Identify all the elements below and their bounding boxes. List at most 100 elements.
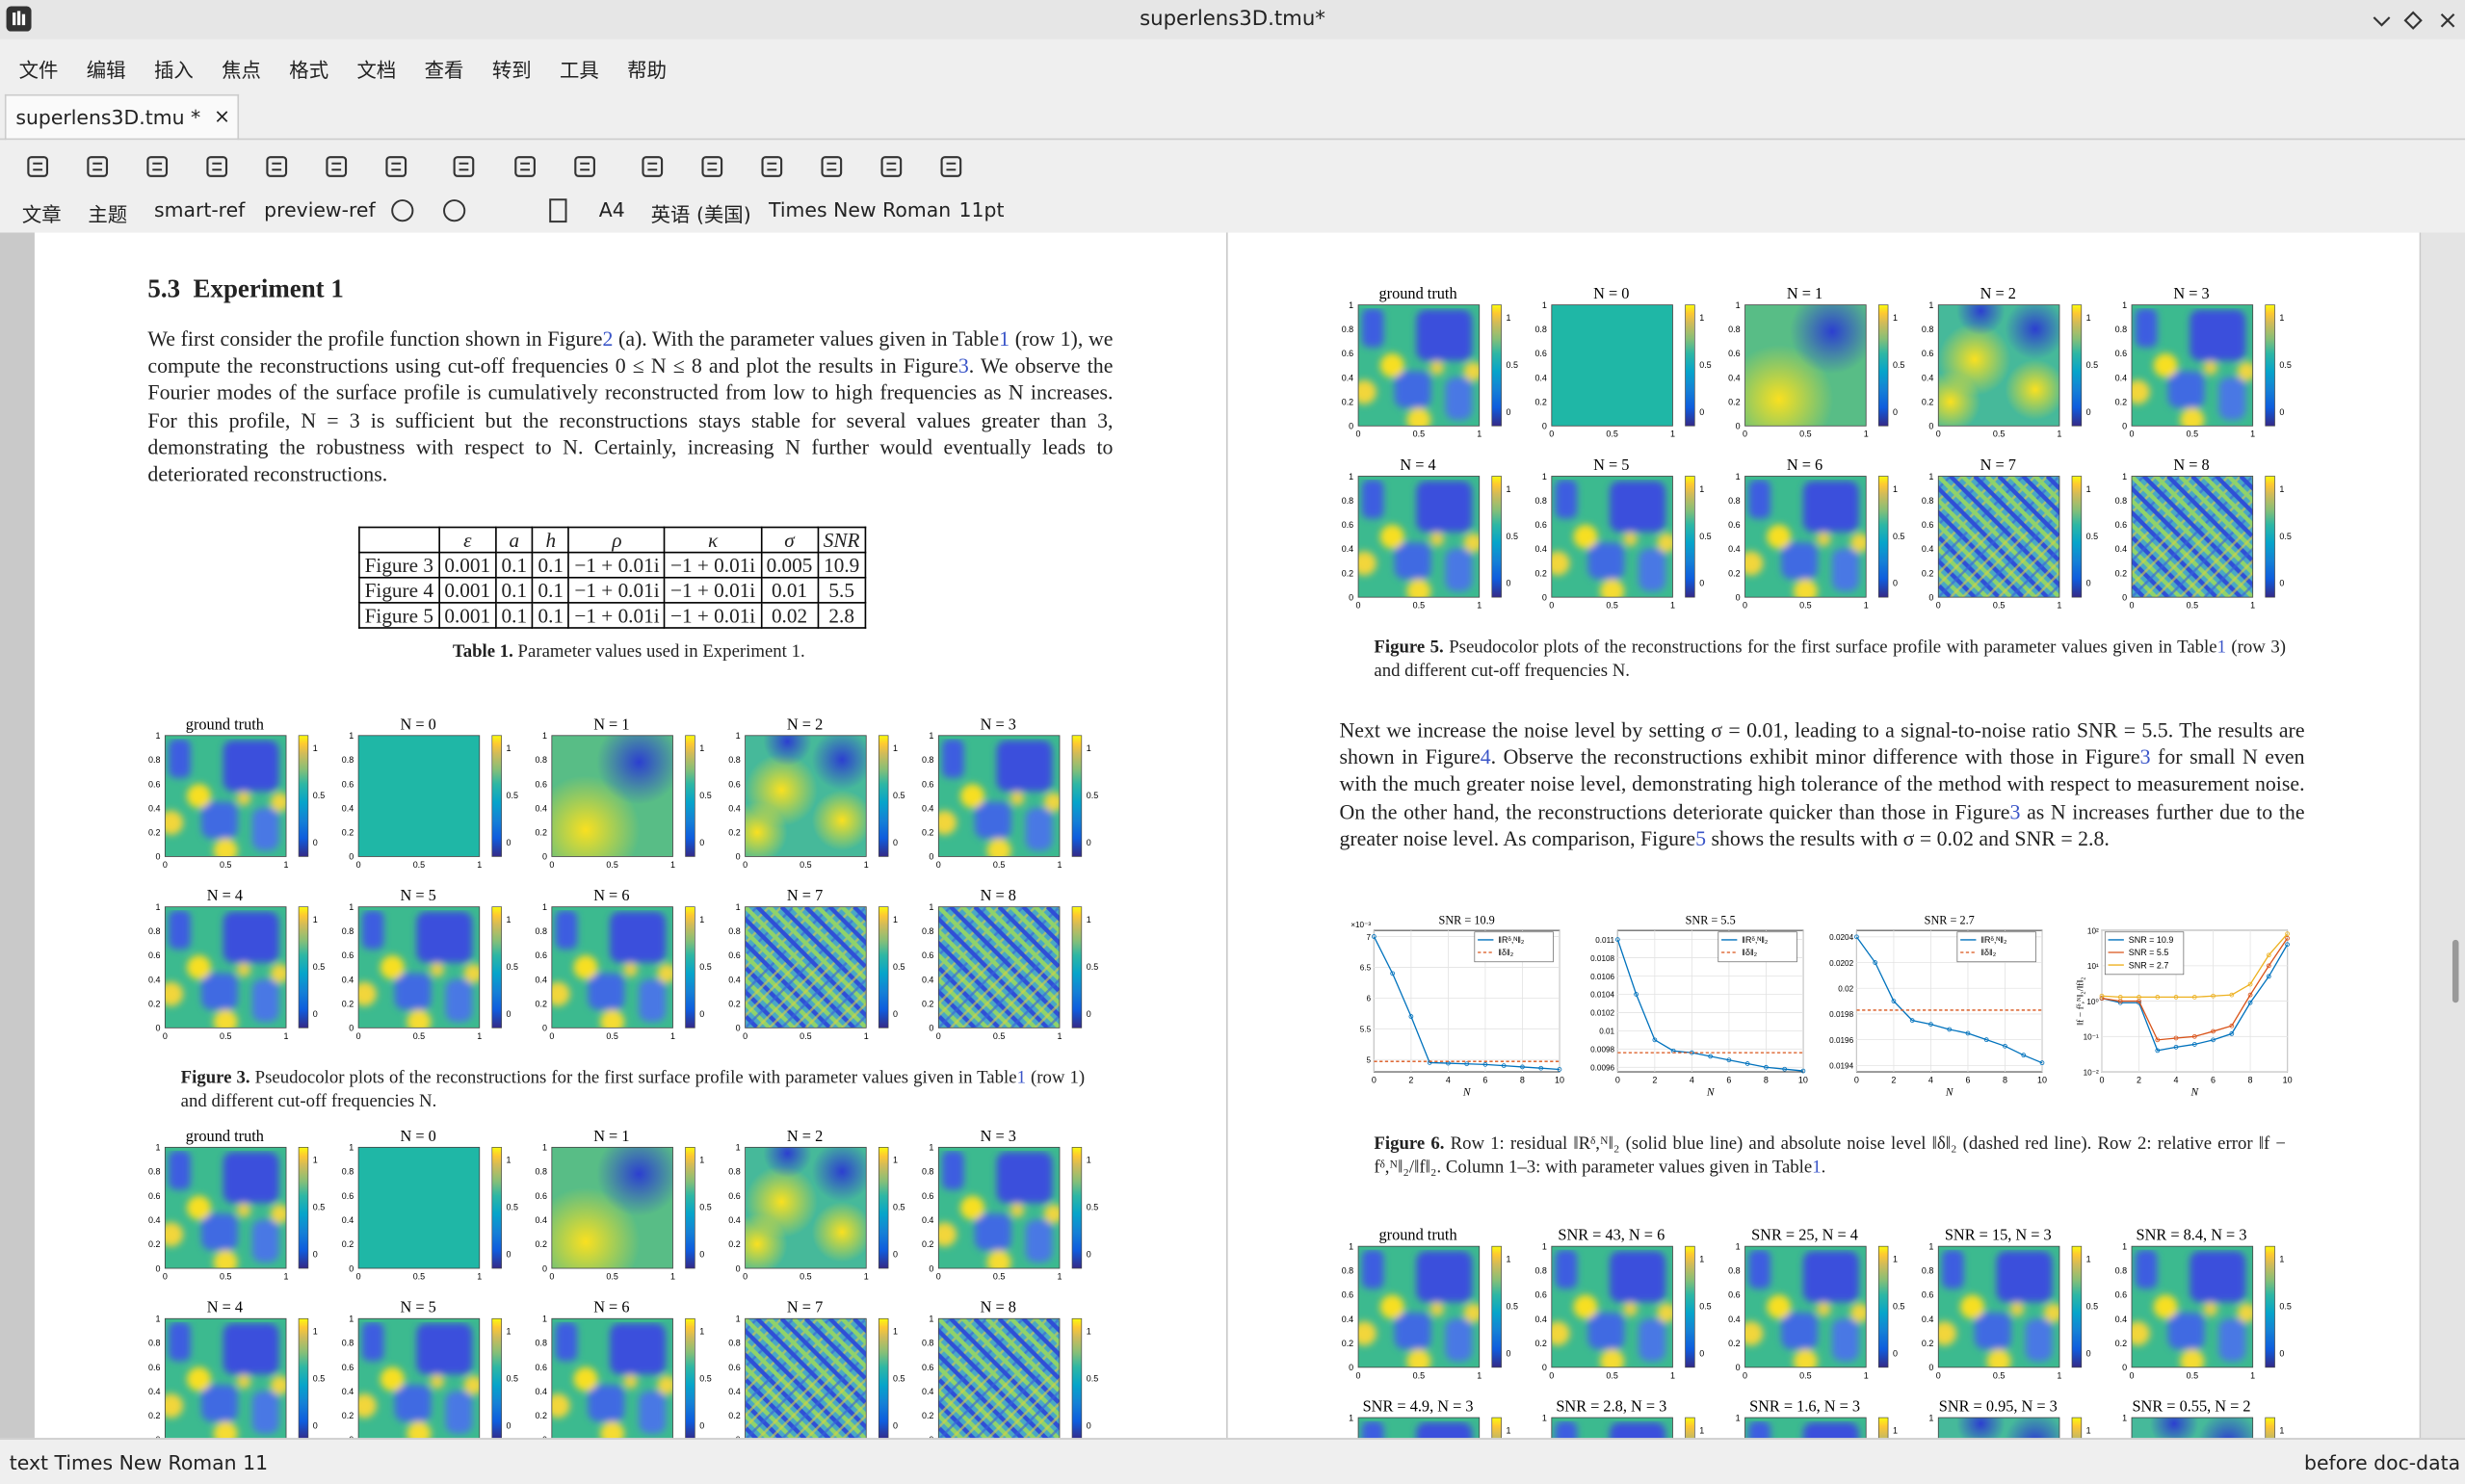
toolbar-icon[interactable] xyxy=(642,156,664,177)
colorbar-tick-label: 1 xyxy=(2279,313,2284,323)
colorbar-tick-label: 0 xyxy=(2086,579,2091,588)
y-tick-label: 6 xyxy=(1367,995,1372,1003)
tab-label[interactable]: superlens3D.tmu * xyxy=(15,105,201,129)
y-tick-label: 0.6 xyxy=(535,1363,546,1372)
format-item[interactable]: 英语 (美国) xyxy=(650,202,751,227)
pseudocolor-image xyxy=(358,906,480,1028)
y-tick-label: 0.6 xyxy=(728,779,740,789)
subplot: SNR = 43, N = 6 0 0.2 0.4 0.6 0.8 1 0 0.5 1 1 0.5 0 xyxy=(1534,1228,1711,1381)
colorbar xyxy=(1491,1417,1502,1439)
x-tick-label: 2 xyxy=(1891,1075,1896,1084)
toolbar-icon[interactable] xyxy=(940,156,962,177)
colorbar-tick-label: 1 xyxy=(699,743,704,753)
y-tick-label: 1 xyxy=(736,731,741,741)
subplot-title: N = 0 xyxy=(400,1129,435,1145)
colorbar-tick-label: 0.5 xyxy=(1087,1374,1098,1384)
format-item[interactable]: 文章 xyxy=(21,202,62,227)
toolbar-icon[interactable] xyxy=(761,156,783,177)
colorbar-tick-label: 0 xyxy=(313,1250,318,1260)
toolbar-icon[interactable] xyxy=(266,156,288,177)
y-tick-label: 0.6 xyxy=(728,950,740,960)
y-tick-label: 0.6 xyxy=(1342,1290,1353,1300)
pseudocolor-image xyxy=(165,1318,287,1439)
subplot: N = 4 0 0.2 0.4 0.6 0.8 1 0 0.5 1 1 0.5 0 xyxy=(1342,456,1518,611)
x-axis-label: N xyxy=(1945,1087,1954,1099)
axes-frame xyxy=(1357,1417,1481,1439)
menu-item[interactable]: 文档 xyxy=(356,58,397,82)
colorbar xyxy=(685,906,695,1028)
y-tick-label: 0.6 xyxy=(1534,520,1546,530)
pseudocolor-image xyxy=(1938,1246,2059,1367)
y-tick-label: 1 xyxy=(542,731,547,741)
subplot-title: N = 2 xyxy=(1980,286,2016,302)
chart-title: SNR = 10.9 xyxy=(1439,915,1495,927)
subplot-title: ground truth xyxy=(1379,286,1457,302)
y-tick-label: 0.6 xyxy=(1728,520,1740,530)
menu-item[interactable]: 焦点 xyxy=(222,58,261,82)
format-item[interactable]: Times New Roman xyxy=(769,197,952,222)
legend-label: ‖Rᵟ,ᴺ‖₂ xyxy=(1980,935,2007,945)
y-tick-label: 0.2 xyxy=(728,1411,740,1420)
x-tick-label: 6 xyxy=(1965,1075,1970,1084)
format-item[interactable]: A4 xyxy=(598,197,625,222)
menu-item[interactable]: 工具 xyxy=(559,58,599,82)
y-tick-label: 0.8 xyxy=(1922,325,1933,334)
x-tick-label: 0 xyxy=(1743,1370,1747,1380)
format-item[interactable]: preview-ref xyxy=(264,197,376,222)
menu-item[interactable]: 转到 xyxy=(491,58,532,82)
toolbar-icon[interactable] xyxy=(206,156,228,177)
toolbar-icon[interactable] xyxy=(821,156,843,177)
tab-close[interactable]: × xyxy=(213,103,231,128)
format-item[interactable]: 11pt xyxy=(958,197,1005,222)
text-run: shows the results with σ = 0.02 and SNR … xyxy=(1706,826,2110,850)
y-tick-label: 0.6 xyxy=(148,950,160,960)
y-tick-label: 10⁻¹ xyxy=(2084,1033,2099,1042)
toolbar-icon[interactable] xyxy=(87,156,109,177)
subplot: SNR = 8.4, N = 3 0 0.2 0.4 0.6 0.8 1 0 0.5 1 1 0.5 0 xyxy=(2115,1228,2292,1381)
pseudocolor-image xyxy=(1358,304,1480,427)
toolbar-icon[interactable] xyxy=(146,156,169,177)
menu-item[interactable]: 格式 xyxy=(289,58,329,82)
menu-item[interactable]: 编辑 xyxy=(86,58,126,82)
x-tick-label: 10 xyxy=(2037,1075,2047,1084)
y-tick-label: 0.8 xyxy=(148,926,160,936)
y-tick-label: 0 xyxy=(736,1024,741,1033)
y-tick-label: 0 xyxy=(736,1263,741,1273)
scroll-thumb[interactable] xyxy=(2452,939,2459,1003)
menu-item[interactable]: 插入 xyxy=(153,58,194,82)
scrollbar[interactable] xyxy=(2421,232,2465,1439)
toolbar-icon[interactable] xyxy=(385,156,407,177)
format-item[interactable]: smart-ref xyxy=(153,197,246,222)
format-item[interactable]: 主题 xyxy=(88,202,128,227)
x-tick-label: 0.5 xyxy=(220,860,231,870)
toolbar-icon[interactable] xyxy=(880,156,903,177)
series-marker xyxy=(1782,1066,1788,1072)
series-marker xyxy=(2211,993,2216,999)
axes-frame xyxy=(937,1317,1061,1439)
x-axis-label: N xyxy=(2190,1087,2199,1099)
menu-item[interactable]: 查看 xyxy=(424,58,464,82)
toolbar-icon[interactable] xyxy=(701,156,723,177)
window-controls[interactable] xyxy=(2366,8,2460,33)
table-header-row: ε a h ρ κ σ SNR xyxy=(358,526,867,554)
y-tick-label: 0.2 xyxy=(1342,1339,1353,1348)
toolbar-icon[interactable] xyxy=(453,156,475,177)
tab[interactable]: superlens3D.tmu * × xyxy=(4,93,240,141)
toolbar-icon[interactable] xyxy=(514,156,536,177)
y-tick-label: 0.01 xyxy=(1599,1028,1614,1036)
toolbar-icon[interactable] xyxy=(326,156,348,177)
subplot-title: SNR = 25, N = 4 xyxy=(1751,1228,1858,1244)
x-tick-label: 0.5 xyxy=(800,860,811,870)
menu-item[interactable]: 文件 xyxy=(18,58,59,82)
menu-item[interactable]: 帮助 xyxy=(627,58,668,82)
toolbar-icon[interactable] xyxy=(574,156,595,177)
y-tick-label: 0.4 xyxy=(728,803,740,813)
subplot: N = 1 0 0.2 0.4 0.6 0.8 1 0 0.5 1 1 0.5 0 xyxy=(1728,286,1904,439)
y-tick-label: 1 xyxy=(1542,472,1547,482)
series-marker xyxy=(2247,981,2253,987)
subplot: SNR = 25, N = 4 0 0.2 0.4 0.6 0.8 1 0 0.5 1 1 0.5 0 xyxy=(1728,1228,1904,1381)
y-tick-label: 0.8 xyxy=(148,755,160,765)
toolbar-icon[interactable] xyxy=(27,156,49,177)
y-tick-label: 0 xyxy=(1736,592,1741,602)
x-tick-label: 0 xyxy=(163,1271,168,1281)
